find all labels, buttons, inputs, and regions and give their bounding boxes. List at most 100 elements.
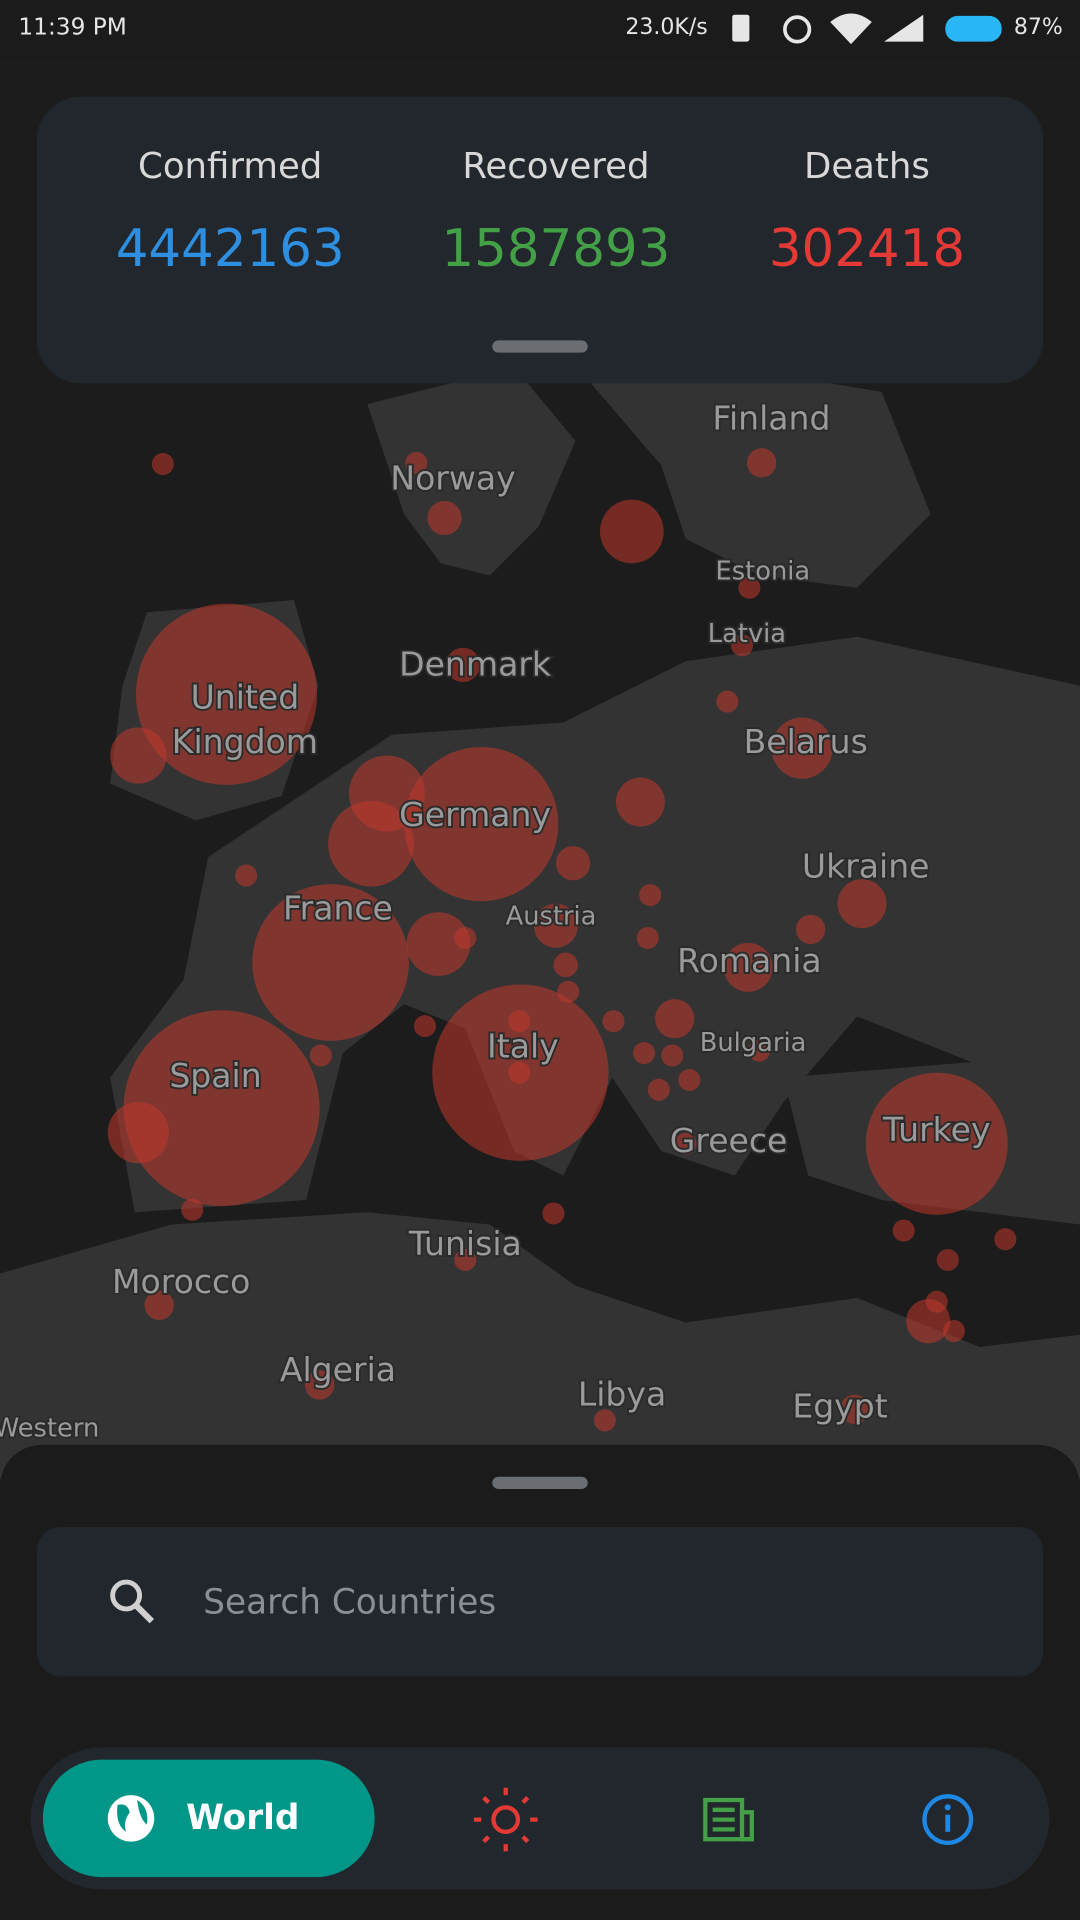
map-label: Finland [712,398,830,437]
nav-info[interactable] [922,1794,974,1845]
case-bubble [413,1015,436,1038]
case-bubble [746,448,777,478]
battery-level: 87% [1014,15,1063,40]
case-bubble [533,903,578,948]
case-bubble [135,603,318,785]
case-bubble [795,914,826,945]
stat-label: Recovered [462,146,649,187]
map-label: Austria [506,902,597,932]
map-label: Denmark [399,645,552,684]
case-bubble [633,1042,656,1065]
map-label: Estonia [716,556,811,586]
case-bubble [542,1202,565,1225]
map-label: Morocco [112,1262,250,1301]
search-icon [110,1579,143,1612]
drag-handle[interactable] [492,340,588,353]
case-bubble [925,1290,948,1313]
case-bubble [602,1010,625,1033]
map-label: Algeria [280,1350,396,1389]
case-bubble [716,690,739,713]
map-label: Bulgaria [700,1028,807,1058]
nav-sun[interactable] [473,1787,538,1852]
map-label: Kingdom [172,722,318,761]
map-label: Tunisia [408,1224,522,1263]
case-bubble [723,942,773,992]
status-bar [0,0,1080,59]
stat-label: Confirmed [138,146,322,187]
map-label: Germany [399,795,551,834]
wifi-icon [830,13,872,45]
case-bubble [661,1044,684,1067]
case-bubble [731,634,754,657]
map-label: France [283,888,393,927]
case-bubble [235,864,258,887]
stat-value: 1587893 [441,219,670,279]
case-bubble [181,1198,204,1221]
case-bubble [600,499,664,564]
case-bubble [738,576,761,599]
case-bubble [454,926,477,949]
search-icon [133,1603,155,1624]
case-bubble [508,1010,531,1033]
case-bubble [647,1078,670,1101]
case-bubble [304,1370,335,1400]
case-bubble [942,1320,965,1343]
search-placeholder[interactable]: Search Countries [203,1583,496,1623]
map-label: United [191,678,300,717]
case-bubble [771,717,833,779]
battery-icon [945,15,1002,42]
case-bubble [553,952,578,978]
vibrate-icon [732,14,750,42]
map-label: Latvia [708,619,786,649]
case-bubble [748,1039,771,1062]
case-bubble [151,453,174,476]
map-label: Egypt [792,1387,887,1426]
case-bubble [837,879,887,929]
land [0,1212,1080,1480]
net-speed: 23.0K/s [625,15,707,40]
case-bubble [405,451,428,474]
stat-label: Deaths [804,146,930,187]
case-bubble [557,980,580,1003]
case-bubble [593,1409,616,1432]
case-bubble [892,1219,915,1242]
stats-card[interactable] [36,96,1044,384]
search-box[interactable] [36,1526,1044,1677]
case-bubble [508,1061,531,1084]
map-label: Turkey [882,1110,991,1149]
case-bubble [636,926,659,949]
case-bubble [445,647,480,683]
land [587,367,931,588]
map-label: Belarus [744,722,868,761]
case-bubble [252,884,409,1041]
case-bubble [865,1072,1008,1215]
case-bubble [144,1290,174,1320]
drag-handle[interactable] [492,1476,588,1489]
nav-world[interactable] [42,1759,375,1878]
nav-news[interactable] [703,1797,754,1842]
alarm-icon [783,15,812,44]
map-label: Italy [487,1027,559,1066]
map-label: Spain [169,1056,261,1095]
map-label: Norway [390,458,515,497]
map-label: Ukraine [802,847,930,886]
case-bubble [454,1248,477,1272]
case-bubble [639,884,662,907]
case-bubble [328,800,414,887]
case-bubble [427,500,462,536]
case-bubble [404,746,559,902]
map-label: Libya [578,1374,666,1413]
case-bubble [406,912,471,976]
case-bubble [678,1068,701,1092]
case-bubble [994,1228,1017,1251]
case-bubble [674,1132,697,1155]
case-bubble [840,1394,870,1425]
case-bubble [655,999,695,1039]
land [367,367,576,576]
case-bubble [555,846,591,881]
map-label: Romania [677,941,822,980]
stat-value: 4442163 [116,219,345,279]
case-bubble [615,777,665,827]
stat-value: 302418 [769,219,965,279]
nav-world-label[interactable]: World [186,1798,299,1838]
